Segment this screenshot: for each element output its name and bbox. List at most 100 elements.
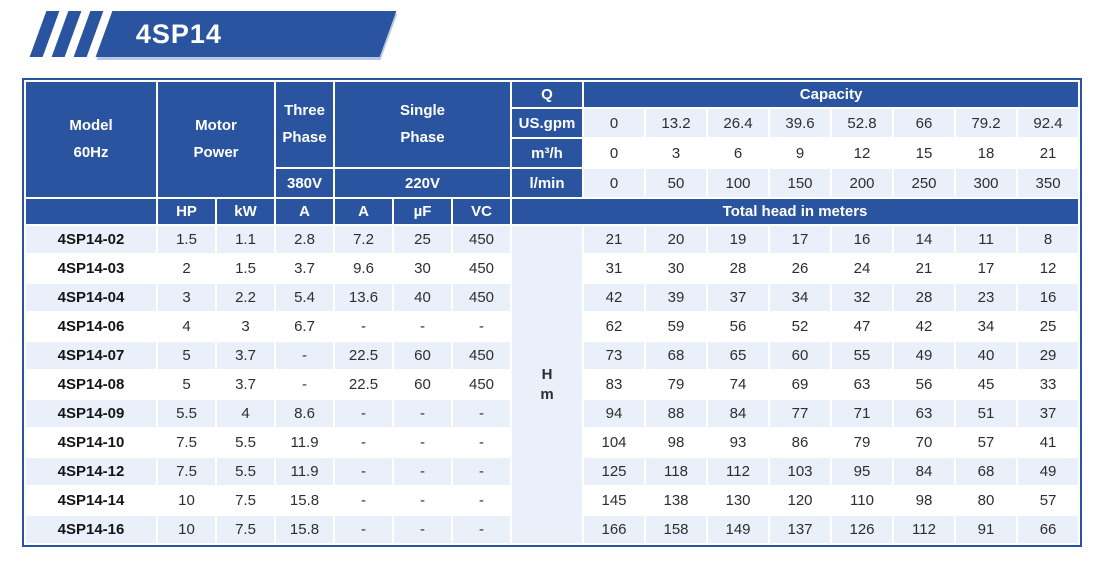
table-row: 4SP14-04 3 2.2 5.4 13.6 40 450 42 39 37 … (26, 284, 1079, 311)
head-cell: 112 (708, 458, 769, 485)
spec-table: Model 60Hz Motor Power Three Phase Singl… (22, 78, 1083, 547)
head-cell: 32 (832, 284, 893, 311)
value-cell: - (394, 487, 452, 514)
value-cell: - (453, 429, 511, 456)
value-cell: - (276, 371, 334, 398)
head-cell: 73 (584, 342, 645, 369)
capacity-cell: 15 (894, 139, 955, 167)
value-cell: 1.5 (158, 226, 215, 253)
head-cell: 63 (832, 371, 893, 398)
model-cell: 4SP14-09 (26, 400, 156, 427)
head-cell: 80 (956, 487, 1017, 514)
value-cell: 13.6 (335, 284, 393, 311)
model-cell: 4SP14-02 (26, 226, 156, 253)
head-cell: 30 (646, 255, 707, 282)
head-cell: 49 (894, 342, 955, 369)
head-cell: 33 (1018, 371, 1079, 398)
model-cell: 4SP14-03 (26, 255, 156, 282)
head-cell: 149 (708, 516, 769, 543)
head-cell: 66 (1018, 516, 1079, 543)
value-cell: 450 (453, 226, 511, 253)
header-row-usgpm: US.gpm 0 13.2 26.4 39.6 52.8 66 79.2 92.… (26, 109, 1079, 137)
model-cell: 4SP14-08 (26, 371, 156, 398)
capacity-cell: 300 (956, 169, 1017, 197)
head-cell: 41 (1018, 429, 1079, 456)
value-cell: 3.7 (276, 255, 334, 282)
value-cell: 8.6 (276, 400, 334, 427)
value-cell: 10 (158, 487, 215, 514)
head-cell: 21 (584, 226, 645, 253)
capacity-cell: 6 (708, 139, 769, 167)
head-cell: 17 (956, 255, 1017, 282)
head-unit-cell: H m (512, 226, 583, 543)
head-cell: 74 (708, 371, 769, 398)
head-cell: 24 (832, 255, 893, 282)
header-q: Q (512, 82, 583, 107)
header-spacer (26, 199, 156, 224)
header-motor-power: Motor Power (158, 82, 275, 197)
head-cell: 104 (584, 429, 645, 456)
model-cell: 4SP14-16 (26, 516, 156, 543)
value-cell: 60 (394, 342, 452, 369)
value-cell: 3.7 (217, 342, 275, 369)
head-cell: 39 (646, 284, 707, 311)
header-single-phase: Single Phase (335, 82, 511, 167)
table-row: 4SP14-16 10 7.5 15.8 - - - 166 158 149 1… (26, 516, 1079, 543)
value-cell: 15.8 (276, 487, 334, 514)
table-row: 4SP14-09 5.5 4 8.6 - - - 94 88 84 77 71 … (26, 400, 1079, 427)
capacity-cell: 21 (1018, 139, 1079, 167)
col-a-single: A (335, 199, 393, 224)
head-cell: 16 (1018, 284, 1079, 311)
head-cell: 16 (832, 226, 893, 253)
value-cell: - (276, 342, 334, 369)
head-cell: 103 (770, 458, 831, 485)
header-model-line1: Model (69, 117, 113, 135)
header-220v: 220V (335, 169, 511, 197)
header-motor-line2: Power (193, 143, 239, 161)
header-model-line2: 60Hz (73, 143, 109, 161)
value-cell: - (394, 429, 452, 456)
capacity-cell: 52.8 (832, 109, 893, 137)
value-cell: 1.1 (217, 226, 275, 253)
capacity-cell: 66 (894, 109, 955, 137)
model-cell: 4SP14-10 (26, 429, 156, 456)
head-cell: 25 (1018, 313, 1079, 340)
head-cell: 93 (708, 429, 769, 456)
head-cell: 47 (832, 313, 893, 340)
capacity-cell: 50 (646, 169, 707, 197)
head-cell: 57 (1018, 487, 1079, 514)
capacity-cell: 26.4 (708, 109, 769, 137)
head-cell: 94 (584, 400, 645, 427)
head-cell: 11 (956, 226, 1017, 253)
header-row-lmin: 380V 220V l/min 0 50 100 150 200 250 300… (26, 169, 1079, 197)
value-cell: - (453, 400, 511, 427)
capacity-cell: 12 (832, 139, 893, 167)
capacity-cell: 3 (646, 139, 707, 167)
value-cell: 6.7 (276, 313, 334, 340)
value-cell: 11.9 (276, 429, 334, 456)
value-cell: 60 (394, 371, 452, 398)
head-cell: 95 (832, 458, 893, 485)
head-cell: 125 (584, 458, 645, 485)
header-three-phase-line1: Three (284, 102, 325, 120)
value-cell: 7.2 (335, 226, 393, 253)
head-cell: 42 (584, 284, 645, 311)
table-row: 4SP14-10 7.5 5.5 11.9 - - - 104 98 93 86… (26, 429, 1079, 456)
value-cell: 25 (394, 226, 452, 253)
table-row: 4SP14-06 4 3 6.7 - - - 62 59 56 52 47 42… (26, 313, 1079, 340)
head-cell: 91 (956, 516, 1017, 543)
value-cell: 7.5 (158, 458, 215, 485)
value-cell: 3.7 (217, 371, 275, 398)
head-cell: 68 (646, 342, 707, 369)
head-cell: 70 (894, 429, 955, 456)
value-cell: - (394, 458, 452, 485)
head-cell: 23 (956, 284, 1017, 311)
value-cell: - (335, 313, 393, 340)
head-cell: 28 (708, 255, 769, 282)
value-cell: 5.5 (217, 458, 275, 485)
unit-usgpm: US.gpm (512, 109, 583, 137)
head-cell: 86 (770, 429, 831, 456)
value-cell: 2.8 (276, 226, 334, 253)
page-title: 4SP14 (136, 18, 223, 49)
model-cell: 4SP14-04 (26, 284, 156, 311)
